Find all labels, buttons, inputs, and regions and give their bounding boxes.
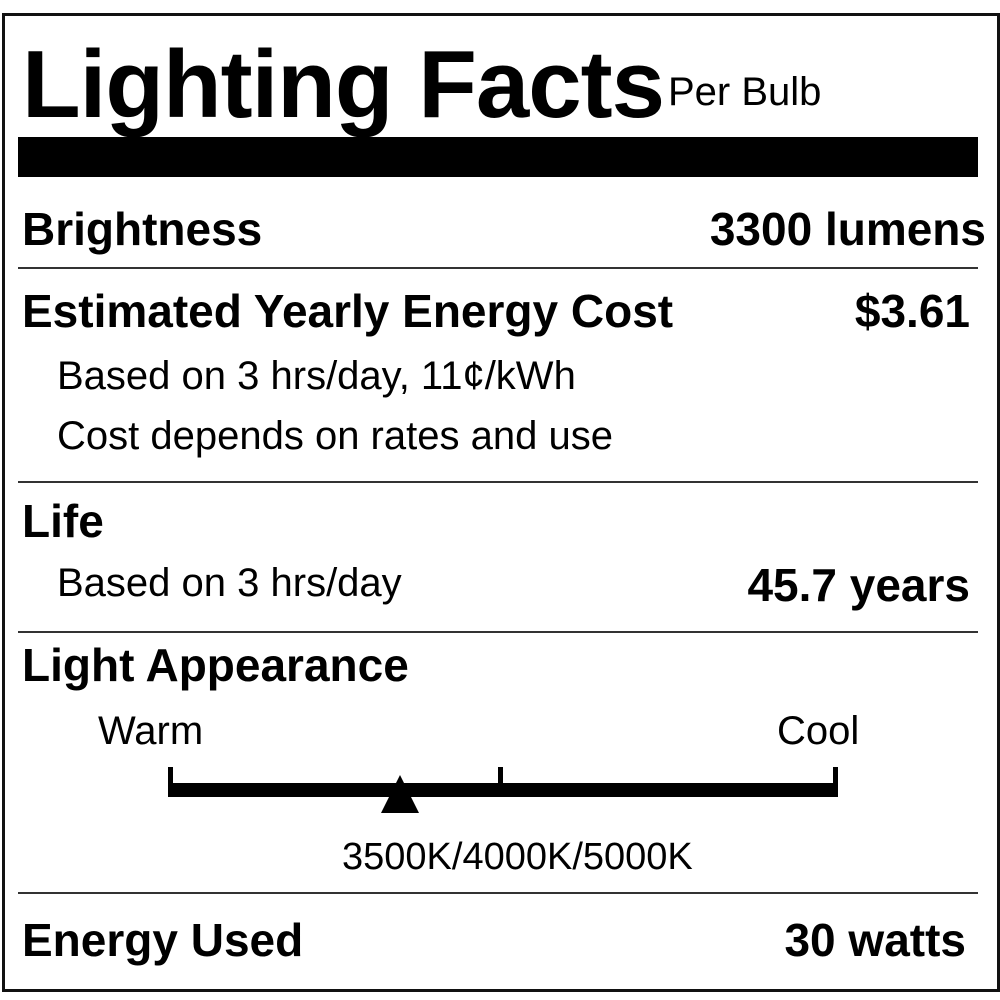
light-appearance-label: Light Appearance — [22, 639, 409, 691]
warm-label: Warm — [98, 709, 204, 753]
life-label: Life — [22, 495, 104, 547]
scale-tick-cool — [833, 767, 838, 797]
divider — [18, 631, 978, 633]
life-value: 45.7 years — [747, 559, 970, 611]
brightness-value: 3300 lumens — [709, 203, 986, 255]
scale-tick-middle — [498, 767, 503, 797]
energy-cost-value: $3.61 — [854, 285, 970, 337]
scale-marker-triangle-icon — [380, 775, 419, 813]
color-temperature-scale — [168, 767, 838, 799]
label-subtitle: Per Bulb — [668, 70, 822, 114]
energy-used-label: Energy Used — [22, 914, 304, 966]
divider — [18, 481, 978, 483]
life-note: Based on 3 hrs/day — [57, 561, 402, 605]
color-temperature-value: 3500K/4000K/5000K — [342, 836, 693, 878]
divider — [18, 267, 978, 269]
energy-cost-note-rates: Cost depends on rates and use — [57, 414, 613, 458]
divider — [18, 892, 978, 894]
scale-tick-warm — [168, 767, 173, 797]
brightness-label: Brightness — [22, 203, 263, 255]
energy-cost-note-rate: Based on 3 hrs/day, 11¢/kWh — [57, 354, 576, 398]
header-bar — [18, 137, 978, 177]
energy-cost-label: Estimated Yearly Energy Cost — [22, 285, 674, 337]
cool-label: Cool — [777, 709, 860, 753]
scale-line — [168, 783, 838, 797]
lighting-facts-label — [2, 13, 1000, 992]
label-title: Lighting Facts — [22, 31, 665, 138]
energy-used-value: 30 watts — [784, 914, 966, 966]
